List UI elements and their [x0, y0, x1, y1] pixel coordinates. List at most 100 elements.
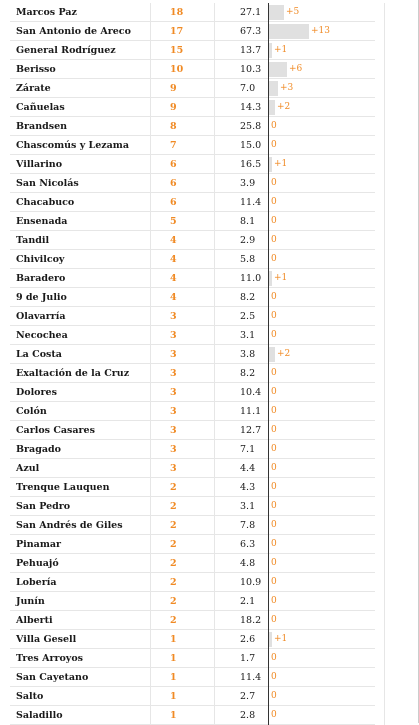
change-label: 0 — [271, 235, 277, 245]
change-bar-cell: +1 — [268, 41, 375, 60]
table-row: Cañuelas 9 14.3 +2 — [10, 98, 375, 117]
rate-value: 4.8 — [240, 558, 256, 569]
municipality-name: Marcos Paz — [16, 7, 77, 18]
municipality-name: Dolores — [16, 387, 57, 398]
municipality-name: San Cayetano — [16, 672, 89, 683]
change-bar-cell: 0 — [268, 117, 375, 136]
municipality-name: Alberti — [16, 615, 53, 626]
case-count: 3 — [170, 349, 177, 360]
change-bar-cell: 0 — [268, 364, 375, 383]
bar-axis — [268, 231, 269, 250]
case-count: 3 — [170, 311, 177, 322]
table-row: Colón 3 11.1 0 — [10, 402, 375, 421]
bar-axis — [268, 79, 269, 98]
change-bar-cell: 0 — [268, 326, 375, 345]
table-row: La Costa 3 3.8 +2 — [10, 345, 375, 364]
change-bar-cell: 0 — [268, 687, 375, 706]
change-bar-cell: +1 — [268, 269, 375, 288]
case-count: 8 — [170, 121, 177, 132]
case-count: 3 — [170, 406, 177, 417]
rate-value: 15.0 — [240, 140, 262, 151]
case-count: 2 — [170, 577, 177, 588]
bar-axis — [268, 41, 269, 60]
municipality-name: San Antonio de Areco — [16, 26, 131, 37]
rate-value: 3.1 — [240, 330, 256, 341]
municipality-name: Zárate — [16, 83, 51, 94]
change-label: 0 — [271, 672, 277, 682]
table-row: Dolores 3 10.4 0 — [10, 383, 375, 402]
bar-axis — [268, 630, 269, 649]
table-row: Chascomús y Lezama 7 15.0 0 — [10, 136, 375, 155]
change-bar — [269, 271, 272, 286]
change-bar-cell: 0 — [268, 288, 375, 307]
municipality-name: Chivilcoy — [16, 254, 65, 265]
municipality-name: La Costa — [16, 349, 62, 360]
case-count: 3 — [170, 444, 177, 455]
change-bar-cell: 0 — [268, 649, 375, 668]
rate-value: 11.1 — [240, 406, 262, 417]
bar-axis — [268, 307, 269, 326]
change-label: 0 — [271, 710, 277, 720]
case-count: 2 — [170, 615, 177, 626]
case-count: 2 — [170, 558, 177, 569]
municipality-name: Villarino — [16, 159, 63, 170]
change-bar — [269, 100, 275, 115]
change-bar-cell: +13 — [268, 22, 375, 41]
bar-axis — [268, 60, 269, 79]
case-count: 2 — [170, 501, 177, 512]
bar-axis — [268, 535, 269, 554]
change-label: 0 — [271, 463, 277, 473]
bar-axis — [268, 554, 269, 573]
case-count: 2 — [170, 520, 177, 531]
bar-axis — [268, 421, 269, 440]
table-row: Olavarría 3 2.5 0 — [10, 307, 375, 326]
change-bar-cell: 0 — [268, 174, 375, 193]
case-count: 6 — [170, 197, 177, 208]
change-bar — [269, 81, 278, 96]
rate-value: 16.5 — [240, 159, 262, 170]
municipality-name: San Pedro — [16, 501, 71, 512]
change-bar-cell: +2 — [268, 98, 375, 117]
change-label: +3 — [280, 83, 294, 93]
change-label: 0 — [271, 577, 277, 587]
change-bar — [269, 157, 272, 172]
rate-value: 2.1 — [240, 596, 256, 607]
municipality-name: Lobería — [16, 577, 57, 588]
bar-axis — [268, 364, 269, 383]
table-row: San Nicolás 6 3.9 0 — [10, 174, 375, 193]
rate-value: 8.2 — [240, 368, 256, 379]
change-bar-cell: 0 — [268, 212, 375, 231]
change-bar-cell: 0 — [268, 611, 375, 630]
bar-axis — [268, 478, 269, 497]
municipality-name: Ensenada — [16, 216, 68, 227]
change-label: 0 — [271, 121, 277, 131]
bar-axis — [268, 155, 269, 174]
municipality-name: Pehuajó — [16, 558, 59, 569]
case-count: 9 — [170, 102, 177, 113]
bar-axis — [268, 212, 269, 231]
municipality-name: Cañuelas — [16, 102, 65, 113]
table-row: Villarino 6 16.5 +1 — [10, 155, 375, 174]
case-count: 1 — [170, 634, 177, 645]
change-label: 0 — [271, 520, 277, 530]
table-row: Tres Arroyos 1 1.7 0 — [10, 649, 375, 668]
bar-axis — [268, 611, 269, 630]
bar-axis — [268, 592, 269, 611]
municipality-name: Azul — [16, 463, 40, 474]
case-count: 4 — [170, 292, 177, 303]
bar-axis — [268, 573, 269, 592]
change-label: +6 — [289, 64, 303, 74]
table-row: Chivilcoy 4 5.8 0 — [10, 250, 375, 269]
change-bar-cell: +6 — [268, 60, 375, 79]
change-bar-cell: 0 — [268, 592, 375, 611]
case-count: 1 — [170, 691, 177, 702]
case-count: 2 — [170, 482, 177, 493]
case-count: 18 — [170, 7, 184, 18]
municipality-name: Villa Gesell — [16, 634, 77, 645]
bar-axis — [268, 193, 269, 212]
table-row: San Cayetano 1 11.4 0 — [10, 668, 375, 687]
municipality-name: Olavarría — [16, 311, 66, 322]
change-label: 0 — [271, 140, 277, 150]
municipality-name: Colón — [16, 406, 47, 417]
municipality-name: Salto — [16, 691, 44, 702]
